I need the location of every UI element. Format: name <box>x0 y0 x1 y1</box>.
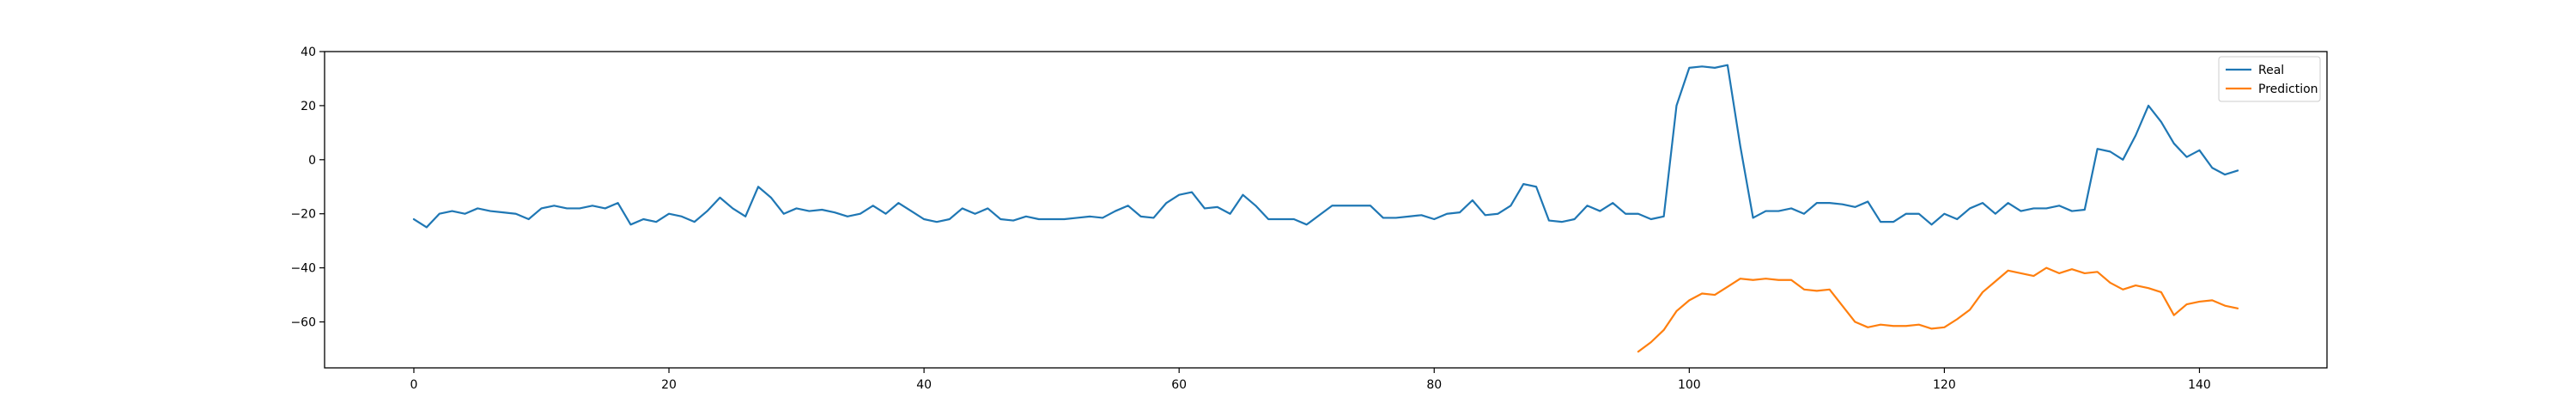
y-tick-label: −60 <box>290 316 316 330</box>
legend-label-real: Real <box>2258 64 2284 77</box>
x-tick-label: 20 <box>661 378 677 392</box>
x-tick-label: 120 <box>1933 378 1956 392</box>
x-tick-label: 140 <box>2188 378 2211 392</box>
y-tick-label: 0 <box>308 154 316 168</box>
y-tick-label: −20 <box>290 208 316 222</box>
y-tick-label: −40 <box>290 262 316 276</box>
legend-box <box>2218 56 2321 102</box>
legend-label-prediction: Prediction <box>2258 83 2318 96</box>
x-tick-label: 60 <box>1171 378 1187 392</box>
y-tick-label: 40 <box>301 46 316 59</box>
plot-frame <box>324 51 2328 369</box>
plot-area <box>412 64 2239 353</box>
x-tick-label: 100 <box>1678 378 1701 392</box>
series-line-prediction <box>1637 266 2239 353</box>
y-tick-label: 20 <box>301 100 316 113</box>
x-tick-label: 40 <box>916 378 932 392</box>
legend: Real Prediction <box>2218 56 2321 102</box>
series-line-real <box>412 64 2239 229</box>
axes: 0 20 40 60 80 100 120 140 −60 −40 −20 0 20 40 <box>290 46 2328 392</box>
x-tick-label: 80 <box>1426 378 1442 392</box>
x-tick-label: 0 <box>410 378 418 392</box>
